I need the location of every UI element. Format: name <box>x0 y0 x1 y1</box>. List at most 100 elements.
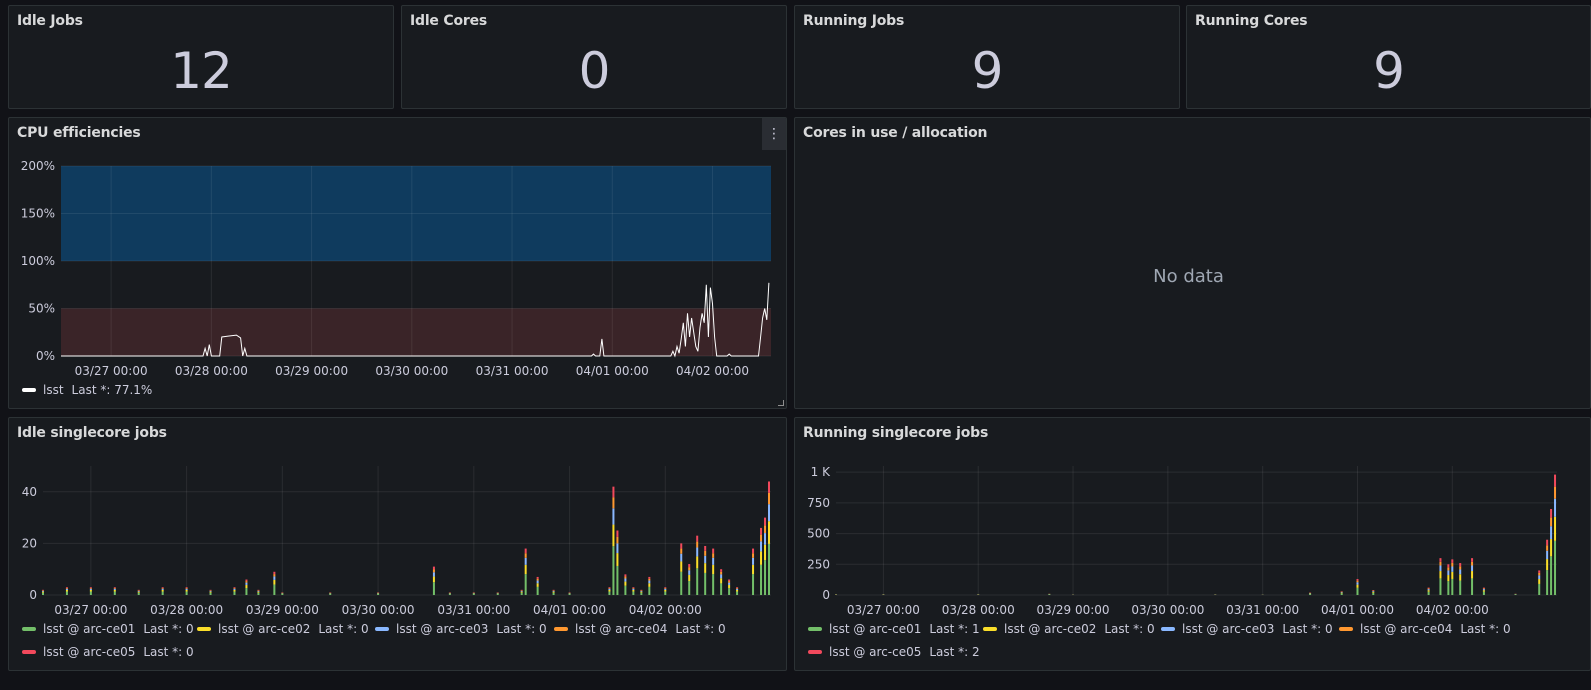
legend-item[interactable]: lsst @ arc-ce03 Last *: 0 <box>375 622 547 636</box>
bar-segment <box>520 591 523 593</box>
bar-segment <box>42 589 44 591</box>
y-tick-label: 40 <box>22 485 37 499</box>
bar-segment <box>688 574 691 582</box>
bar-segment <box>688 567 691 571</box>
bar-segment <box>680 548 683 554</box>
bar-segment <box>472 593 475 594</box>
legend-item[interactable]: lsst @ arc-ce01 Last *: 1 <box>808 622 980 636</box>
bar-segment <box>1482 588 1485 590</box>
idle-singlecore-jobs-panel[interactable]: Idle singlecore jobs 0 20 40 03/27 00:00 03/… <box>8 417 787 671</box>
bar-segment <box>712 557 715 565</box>
bar-segment <box>632 588 635 589</box>
legend-item[interactable]: lsst @ arc-ce05 Last *: 2 <box>808 645 980 659</box>
bar-segment <box>664 588 667 590</box>
bar-segment <box>448 593 451 594</box>
bar-segment <box>712 574 715 595</box>
legend-swatch <box>808 649 822 654</box>
x-tick-label: 03/27 00:00 <box>75 364 148 378</box>
bar-segment <box>273 576 276 580</box>
bar-segment <box>1459 580 1462 595</box>
stat-panel-idle-jobs[interactable]: Idle Jobs 12 <box>8 5 394 109</box>
bar-segment <box>524 574 527 595</box>
bar-segment <box>752 548 755 554</box>
legend-label: lsst @ arc-ce05 <box>829 645 922 659</box>
bar-segment <box>1554 474 1557 487</box>
legend-last: Last *: 77.1% <box>71 383 153 397</box>
stat-panel-running-cores[interactable]: Running Cores 9 <box>1186 5 1591 109</box>
bar-segment <box>1546 550 1549 560</box>
bar-segment <box>281 593 284 595</box>
bar-segment <box>696 541 699 548</box>
legend-item[interactable]: lsst @ arc-ce04 Last *: 0 <box>554 622 726 636</box>
x-tick-label: 03/30 00:00 <box>342 603 415 617</box>
bar-segment <box>113 588 116 590</box>
stat-value: 0 <box>578 42 611 100</box>
x-tick-label: 03/28 00:00 <box>942 603 1015 617</box>
bar-segment <box>1482 589 1485 591</box>
bar-segment <box>608 587 611 589</box>
bar-segment <box>233 591 236 595</box>
bar-segment <box>161 588 164 589</box>
kebab-menu-icon[interactable]: ⋮ <box>762 118 786 150</box>
legend-swatch <box>1339 626 1353 631</box>
bar-segment <box>233 587 236 589</box>
y-tick-label: 0 <box>822 588 830 602</box>
bar-segment <box>1550 526 1553 540</box>
bar-segment <box>209 590 212 592</box>
threshold-band <box>61 166 771 261</box>
legend-item[interactable]: lsst @ arc-ce05 Last *: 0 <box>22 645 194 659</box>
bar-segment <box>728 581 731 583</box>
bar-segment <box>1554 486 1557 499</box>
cores-allocation-panel[interactable]: Cores in use / allocation No data <box>794 117 1591 409</box>
bar-segment <box>1554 540 1557 595</box>
legend-last: Last *: 0 <box>143 645 194 659</box>
bar-segment <box>1447 575 1450 582</box>
legend-item[interactable]: lsst @ arc-ce01 Last *: 0 <box>22 622 194 636</box>
legend-item[interactable]: lsst @ arc-ce04 Last *: 0 <box>1339 622 1511 636</box>
stat-panel-idle-cores[interactable]: Idle Cores 0 <box>401 5 787 109</box>
bar-segment <box>712 548 715 554</box>
bar-segment <box>245 584 248 589</box>
bar-segment <box>273 584 276 595</box>
x-tick-label: 03/30 00:00 <box>1131 603 1204 617</box>
cpu-efficiencies-panel[interactable]: CPU efficiencies ⋮ 0% 50% 100% 150% 200% 03/2… <box>8 117 787 409</box>
stat-panel-running-jobs[interactable]: Running Jobs 9 <box>794 5 1180 109</box>
running-singlecore-jobs-panel[interactable]: Running singlecore jobs 0 250 500 750 1 K 03/… <box>794 417 1591 671</box>
bar-segment <box>65 587 68 589</box>
bar-segment <box>432 582 435 595</box>
bar-segment <box>432 569 435 573</box>
bar-segment <box>245 579 248 582</box>
bar-segment <box>764 525 767 534</box>
bar-segment <box>552 589 555 591</box>
legend-item[interactable]: lsst @ arc-ce02 Last *: 0 <box>983 622 1155 636</box>
legend-last: Last *: 2 <box>929 645 980 659</box>
legend-last: Last *: 0 <box>1104 622 1155 636</box>
legend-item[interactable]: lsst @ arc-ce03 Last *: 0 <box>1161 622 1333 636</box>
bar-segment <box>760 564 763 595</box>
bar-segment <box>664 589 667 592</box>
bar-segment <box>257 591 260 593</box>
bar-segment <box>1538 579 1541 584</box>
bar-segment <box>720 571 723 575</box>
bar-segment <box>1340 593 1343 595</box>
bar-segment <box>209 589 212 591</box>
legend-item[interactable]: lsst @ arc-ce02 Last *: 0 <box>197 622 369 636</box>
bar-segment <box>1427 591 1430 595</box>
legend-label: lsst @ arc-ce03 <box>396 622 489 636</box>
x-tick-label: 03/31 00:00 <box>476 364 549 378</box>
resize-handle-icon[interactable] <box>778 400 784 406</box>
bar-segment <box>42 591 44 593</box>
bar-segment <box>640 591 643 593</box>
legend-swatch <box>22 387 36 392</box>
bar-segment <box>704 563 707 573</box>
bar-segment <box>1482 590 1485 592</box>
bar-segment <box>89 591 92 595</box>
bar-segment <box>42 590 44 592</box>
legend-item[interactable]: lsst Last *: 77.1% <box>22 383 152 397</box>
bar-segment <box>524 548 527 554</box>
bar-segment <box>524 564 527 575</box>
legend-swatch <box>22 649 36 654</box>
bar-segment <box>760 534 763 542</box>
no-data-message: No data <box>1153 266 1224 287</box>
bar-segment <box>640 592 643 595</box>
